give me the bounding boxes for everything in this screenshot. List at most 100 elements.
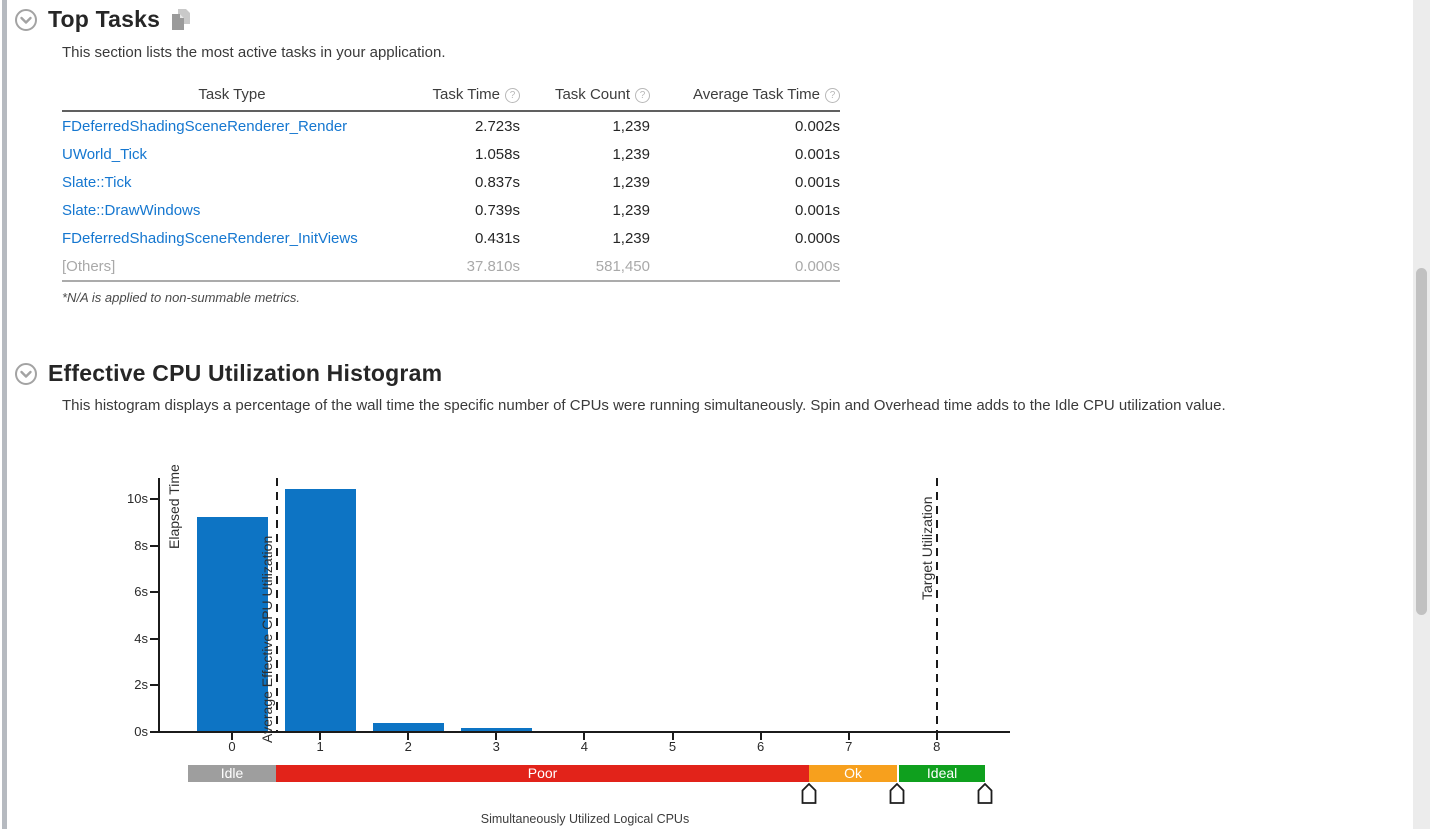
y-tick-label: 8s bbox=[134, 537, 148, 553]
x-axis-tick bbox=[407, 733, 410, 740]
top-tasks-description: This section lists the most active tasks… bbox=[62, 44, 446, 61]
x-axis-tick bbox=[759, 733, 762, 740]
table-row: UWorld_Tick 1.058s 1,239 0.001s bbox=[62, 140, 840, 168]
utilization-band-ok: Ok bbox=[809, 765, 898, 782]
histogram-bar bbox=[196, 516, 268, 731]
x-axis-tick bbox=[935, 733, 938, 740]
column-header: Task Type bbox=[62, 82, 402, 112]
scrollbar-thumb[interactable] bbox=[1416, 268, 1427, 615]
metric-value: 0.001s bbox=[794, 145, 840, 163]
y-axis-tick bbox=[150, 684, 158, 687]
cpu-utilization-histogram: 0s 2s 4s 6s 8s 10s 0 1 2 3 4 5 6 7 8 Average Effective … bbox=[0, 455, 1430, 829]
x-axis-tick bbox=[319, 733, 322, 740]
x-axis-tick bbox=[495, 733, 498, 740]
y-axis-tick bbox=[150, 591, 158, 594]
collapse-chevron-icon[interactable] bbox=[14, 362, 38, 386]
metric-value: 1,239 bbox=[612, 145, 650, 163]
column-header: Task Count? bbox=[520, 82, 650, 112]
y-axis-label: Elapsed Time bbox=[166, 464, 182, 549]
metric-value: 0.000s bbox=[650, 252, 840, 282]
y-axis-tick bbox=[150, 498, 158, 500]
help-icon[interactable]: ? bbox=[635, 88, 650, 103]
task-type-link[interactable]: Slate::Tick bbox=[62, 173, 132, 191]
x-tick-label: 0 bbox=[228, 739, 236, 754]
utilization-band-poor: Poor bbox=[276, 765, 810, 782]
metric-value: 0.431s bbox=[474, 229, 520, 247]
y-axis-line bbox=[158, 478, 160, 733]
x-tick-label: 7 bbox=[845, 739, 853, 754]
table-footnote: *N/A is applied to non-summable metrics. bbox=[62, 290, 300, 305]
histogram-bar bbox=[372, 722, 444, 731]
x-axis-tick bbox=[671, 733, 674, 740]
x-axis-tick bbox=[583, 733, 586, 740]
y-tick-label: 4s bbox=[134, 630, 148, 646]
x-tick-label: 5 bbox=[668, 739, 677, 754]
top-tasks-table: Task Type Task Time? Task Count? Average Ta… bbox=[62, 82, 840, 282]
y-tick-label: 6s bbox=[134, 584, 148, 600]
y-tick-label: 10s bbox=[127, 491, 148, 506]
utilization-band-idle: Idle bbox=[187, 765, 277, 782]
annotation-label: Average Effective CPU Utilization bbox=[258, 535, 275, 743]
metric-value: 0.001s bbox=[794, 173, 840, 191]
x-tick-label: 6 bbox=[756, 739, 765, 754]
metric-value: 1,239 bbox=[612, 201, 650, 219]
task-type-link[interactable]: UWorld_Tick bbox=[62, 145, 148, 163]
x-tick-label: 4 bbox=[580, 739, 588, 754]
metric-value: 0.837s bbox=[474, 173, 520, 191]
table-row: FDeferredShadingSceneRenderer_InitViews 0… bbox=[62, 224, 840, 252]
table-row: Slate::DrawWindows 0.739s 1,239 0.001s bbox=[62, 196, 840, 224]
x-axis-line bbox=[158, 731, 1010, 733]
section-title: Top Tasks bbox=[48, 6, 161, 32]
left-edge-strip bbox=[2, 0, 7, 829]
y-axis-tick bbox=[150, 544, 158, 547]
section-title: Effective CPU Utilization Histogram bbox=[48, 360, 443, 386]
y-axis-tick bbox=[150, 731, 158, 733]
x-tick-label: 2 bbox=[404, 739, 412, 754]
task-type-link[interactable]: Slate::DrawWindows bbox=[62, 201, 201, 219]
metric-value: 0.000s bbox=[794, 229, 840, 247]
metric-value: 0.002s bbox=[794, 117, 840, 135]
help-icon[interactable]: ? bbox=[825, 88, 840, 103]
table-row: Slate::Tick 0.837s 1,239 0.001s bbox=[62, 168, 840, 196]
histogram-header: Effective CPU Utilization Histogram bbox=[14, 360, 442, 387]
x-tick-label: 3 bbox=[492, 739, 500, 754]
column-header: Task Time? bbox=[402, 82, 520, 112]
histogram-description: This histogram displays a percentage of … bbox=[62, 397, 1226, 414]
threshold-slider-handle[interactable] bbox=[977, 782, 993, 804]
annotation-label: Target Utilization bbox=[918, 496, 935, 601]
metric-value: 1,239 bbox=[612, 229, 650, 247]
x-axis-tick bbox=[847, 733, 850, 740]
metric-value: 37.810s bbox=[402, 252, 520, 282]
metric-value: 581,450 bbox=[520, 252, 650, 282]
x-axis-label: Simultaneously Utilized Logical CPUs bbox=[480, 812, 690, 826]
histogram-bar bbox=[460, 727, 532, 731]
help-icon[interactable]: ? bbox=[505, 88, 520, 103]
x-axis-tick bbox=[231, 733, 233, 740]
scrollbar-track[interactable] bbox=[1413, 0, 1430, 829]
x-tick-label: 1 bbox=[316, 739, 324, 754]
annotation-dashed-line bbox=[275, 478, 278, 731]
y-axis-tick bbox=[150, 637, 158, 640]
y-tick-label: 2s bbox=[134, 677, 148, 693]
top-tasks-header: Top Tasks bbox=[14, 6, 191, 33]
task-type-link: [Others] bbox=[62, 257, 116, 275]
metric-value: 1,239 bbox=[612, 117, 650, 135]
annotation-dashed-line bbox=[935, 478, 938, 731]
threshold-slider-handle[interactable] bbox=[801, 782, 817, 804]
metric-value: 2.723s bbox=[474, 117, 520, 135]
copy-icon[interactable] bbox=[170, 8, 191, 31]
utilization-band-ideal: Ideal bbox=[898, 765, 986, 782]
threshold-slider-handle[interactable] bbox=[889, 782, 905, 804]
x-tick-label: 8 bbox=[933, 739, 941, 754]
metric-value: 1,239 bbox=[612, 173, 650, 191]
metric-value: 0.739s bbox=[474, 201, 520, 219]
table-header-row: Task Type Task Time? Task Count? Average Ta… bbox=[62, 82, 840, 112]
table-row: FDeferredShadingSceneRenderer_Render 2.72… bbox=[62, 111, 840, 140]
histogram-bar bbox=[284, 488, 356, 731]
table-row: [Others] 37.810s 581,450 0.000s bbox=[62, 252, 840, 282]
task-type-link[interactable]: FDeferredShadingSceneRenderer_Render bbox=[62, 117, 348, 135]
task-type-link[interactable]: FDeferredShadingSceneRenderer_InitViews bbox=[62, 229, 358, 247]
y-tick-label: 0s bbox=[134, 724, 148, 739]
column-header: Average Task Time? bbox=[650, 82, 840, 112]
collapse-chevron-icon[interactable] bbox=[14, 8, 38, 32]
